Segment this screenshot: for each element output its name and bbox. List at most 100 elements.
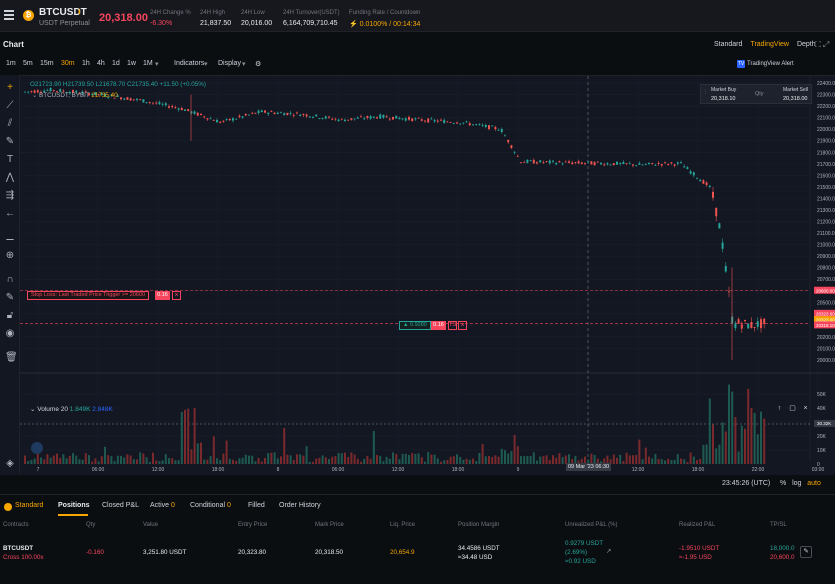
- pattern-icon[interactable]: ⋀: [5, 172, 15, 183]
- market-buy-label[interactable]: Market Buy: [711, 87, 737, 93]
- symbol-name[interactable]: BTCUSDT: [39, 7, 87, 18]
- col-realized-pnl: Realized P&L: [679, 522, 716, 528]
- row-entry: 20,323.80: [238, 549, 267, 556]
- tab-closed-pnl[interactable]: Closed P&L: [102, 502, 139, 509]
- volume-collapse-icon[interactable]: ⌄: [30, 406, 38, 413]
- magnet-icon[interactable]: ∩: [6, 274, 14, 285]
- candle-body: [244, 113, 247, 116]
- tf-1m[interactable]: 1m: [6, 60, 16, 67]
- candle-body: [728, 291, 730, 293]
- lock-icon[interactable]: 🔓︎: [6, 310, 14, 321]
- crosshair-icon[interactable]: +: [7, 82, 13, 93]
- chart-area[interactable]: [0, 75, 835, 475]
- auto-toggle[interactable]: auto: [807, 480, 821, 487]
- market-sell-label[interactable]: Market Sell: [783, 87, 809, 93]
- row-mode[interactable]: Cross 100.00x: [3, 554, 44, 561]
- volume-bar: [593, 454, 596, 464]
- info-icon[interactable]: ℹ: [78, 9, 81, 16]
- lock-drawings-icon[interactable]: ✎: [5, 292, 15, 303]
- close-pane-icon[interactable]: ×: [803, 405, 808, 412]
- volume-bar: [568, 454, 570, 464]
- indicators-button[interactable]: Indicators: [174, 60, 205, 67]
- time-tick-label: 9: [517, 467, 520, 473]
- stop-loss-close-icon[interactable]: ×: [172, 291, 181, 300]
- tab-filled[interactable]: Filled: [248, 502, 265, 509]
- move-up-icon[interactable]: ↑: [777, 405, 782, 412]
- row-contract[interactable]: BTCUSDT: [3, 545, 34, 552]
- layers-icon[interactable]: ◈: [6, 458, 14, 469]
- fib-icon[interactable]: ⫽: [7, 118, 13, 129]
- edit-tpsl-icon[interactable]: ✎: [800, 546, 812, 558]
- volume-bar: [712, 424, 714, 464]
- text-icon[interactable]: T: [6, 154, 14, 165]
- qty-label[interactable]: Qty: [755, 91, 764, 97]
- legend-collapse-icon[interactable]: ⌄: [32, 92, 40, 99]
- price-tick-label: 20000.00: [817, 358, 835, 364]
- tab-tradingview[interactable]: TradingView: [750, 41, 789, 48]
- ruler-icon[interactable]: ⚊: [5, 232, 15, 243]
- settings-icon[interactable]: ⚙: [255, 61, 262, 68]
- volume-bar: [740, 425, 743, 464]
- candle-body: [510, 145, 513, 148]
- zoom-icon[interactable]: ⊕: [5, 250, 15, 261]
- candle-body: [148, 102, 151, 104]
- eye-icon[interactable]: ◉: [5, 328, 15, 339]
- stat-value: -6.30%: [150, 20, 173, 27]
- log-toggle[interactable]: log: [792, 480, 802, 487]
- market-sell-value[interactable]: 20,318.00: [783, 96, 808, 102]
- candle-body: [72, 90, 74, 93]
- tab-positions[interactable]: Positions: [58, 502, 90, 509]
- tab-standard-account[interactable]: Standard: [15, 502, 44, 509]
- tf-4h[interactable]: 4h: [97, 60, 105, 67]
- arrow-left-icon[interactable]: ←: [5, 208, 15, 219]
- volume-bar: [40, 457, 42, 464]
- tf-1d[interactable]: 1d: [112, 60, 120, 67]
- trash-icon[interactable]: 🗑︎: [5, 352, 18, 363]
- candle-body: [366, 116, 369, 118]
- utc-clock[interactable]: 23:45:26 (UTC): [722, 480, 771, 487]
- percent-toggle[interactable]: %: [779, 480, 787, 487]
- share-icon[interactable]: ↗: [606, 548, 612, 555]
- volume-bar: [155, 460, 158, 464]
- display-button[interactable]: Display: [218, 60, 241, 67]
- tab-depth[interactable]: Depth: [796, 41, 816, 48]
- tf-1h[interactable]: 1h: [82, 60, 90, 67]
- brush-icon[interactable]: ✎: [5, 136, 15, 147]
- position-tpsl-button[interactable]: TS: [448, 321, 457, 330]
- tab-order-history[interactable]: Order History: [279, 502, 321, 509]
- candle-body: [174, 107, 177, 109]
- candle-body: [715, 207, 718, 217]
- drag-handle-icon[interactable]: ⋮: [703, 89, 708, 95]
- position-pnl[interactable]: ▲ 0.9280: [399, 321, 431, 330]
- candle-body: [587, 161, 590, 163]
- tf-1w[interactable]: 1w: [127, 60, 136, 67]
- tf-5m[interactable]: 5m: [23, 60, 33, 67]
- position-close-icon[interactable]: ×: [458, 321, 467, 330]
- standard-account-icon: [4, 503, 12, 511]
- menu-icon[interactable]: [4, 10, 14, 20]
- volume-bar: [296, 454, 298, 464]
- trendline-icon[interactable]: ⟋: [6, 100, 14, 111]
- maximize-icon[interactable]: ▢: [789, 405, 796, 412]
- stop-loss-label[interactable]: Stop Loss: Last Traded Price Trigger >= …: [27, 291, 150, 300]
- volume-bar: [308, 461, 311, 464]
- volume-bar: [132, 459, 135, 464]
- tab-standard[interactable]: Standard: [714, 41, 743, 48]
- volume-bar: [158, 461, 161, 464]
- candle-body: [289, 112, 292, 114]
- candle-body: [651, 162, 654, 164]
- tab-conditional[interactable]: Conditional 0: [190, 502, 231, 509]
- forecast-icon[interactable]: ⇶: [5, 190, 15, 201]
- tf-dropdown-icon[interactable]: ▾: [155, 61, 159, 68]
- candle-body: [667, 163, 670, 165]
- tf-30m[interactable]: 30m: [61, 60, 75, 67]
- volume-bar: [372, 430, 375, 464]
- expand-icon[interactable]: ⛶ ⤢: [815, 40, 830, 49]
- row-margin[interactable]: 34.4586 USDT: [458, 545, 500, 552]
- row-rpnl: -1.9510 USDT: [679, 545, 720, 552]
- tf-1M[interactable]: 1M: [143, 60, 153, 67]
- tradingview-alert-button[interactable]: TV TradingView Alert: [737, 60, 794, 68]
- market-buy-value[interactable]: 20,318.10: [711, 96, 736, 102]
- tf-15m[interactable]: 15m: [40, 60, 54, 67]
- tab-active[interactable]: Active 0: [150, 502, 175, 509]
